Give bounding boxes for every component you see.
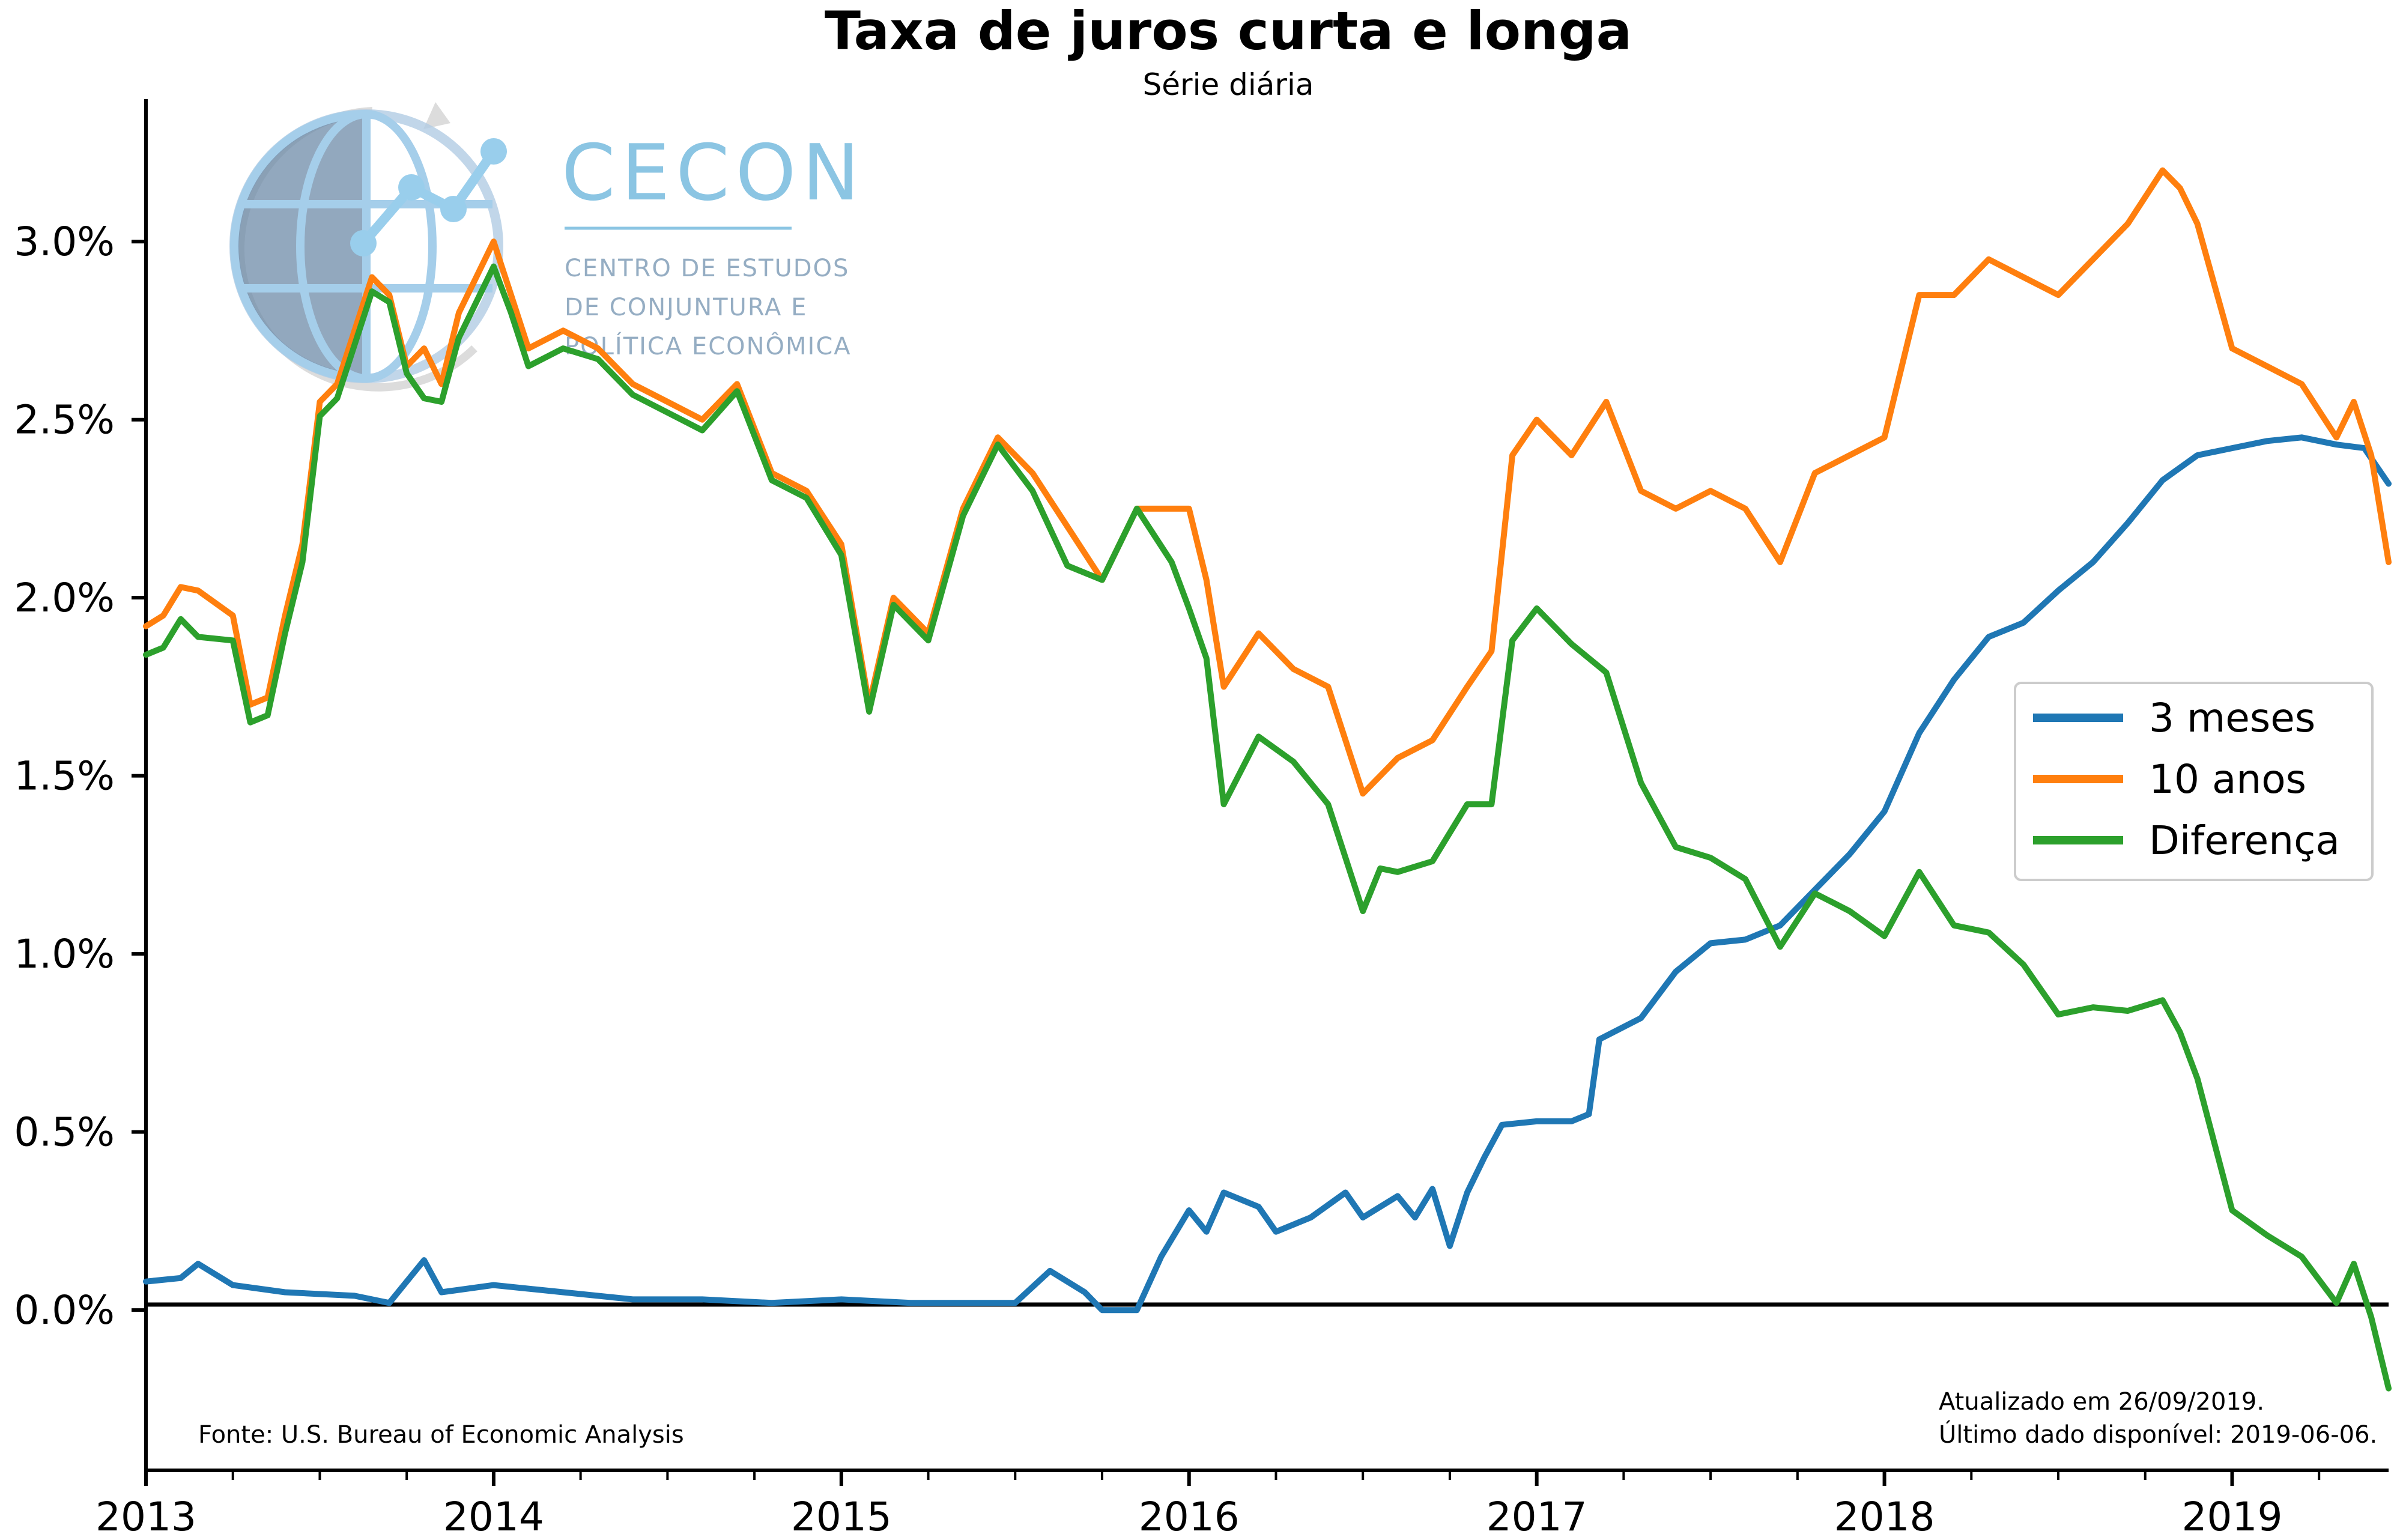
x-tick-label: 2014	[443, 1494, 544, 1540]
y-tick-label: 2.5%	[14, 397, 115, 443]
update-note-2: Último dado disponível: 2019-06-06.	[1939, 1420, 2377, 1449]
globe-icon	[229, 109, 503, 383]
cecon-logo: CECON CENTRO DE ESTUDOS DE CONJUNTURA E …	[229, 102, 865, 392]
chart-subtitle: Série diária	[1143, 67, 1314, 102]
legend: 3 meses 10 anos Diferença	[2014, 682, 2374, 881]
x-tick-label: 2017	[1486, 1494, 1587, 1540]
x-tick-label: 2018	[1834, 1494, 1935, 1540]
y-tick-label: 3.0%	[14, 219, 115, 265]
source-note: Fonte: U.S. Bureau of Economic Analysis	[198, 1421, 684, 1449]
series-line-3-meses	[143, 434, 2392, 1314]
y-tick-label: 2.0%	[14, 575, 115, 621]
y-tick-label: 1.0%	[14, 931, 115, 977]
legend-box	[2014, 682, 2374, 881]
logo-trend-icon	[350, 138, 507, 256]
chart-title: Taxa de juros curta e longa	[825, 0, 1632, 62]
y-tick-label: 0.5%	[14, 1109, 115, 1156]
legend-label-10-anos: 10 anos	[2149, 756, 2306, 802]
legend-label-diferenca: Diferença	[2149, 817, 2340, 864]
x-tick-label: 2019	[2182, 1494, 2283, 1540]
y-ticks: 0.0% 0.5% 1.0% 1.5% 2.0% 2.5% 3.0%	[14, 219, 146, 1333]
legend-label-3-meses: 3 meses	[2149, 695, 2315, 741]
x-tick-label: 2013	[95, 1494, 196, 1540]
logo-arrowhead-icon	[423, 102, 450, 129]
logo-line-2: DE CONJUNTURA E	[565, 294, 807, 321]
logo-line-1: CENTRO DE ESTUDOS	[565, 255, 849, 282]
logo-title: CECON	[562, 129, 865, 218]
x-ticks: 2013 2014 2015 2016 2017 2018 2019	[95, 1470, 2321, 1540]
series-lines	[143, 167, 2392, 1392]
update-note-1: Atualizado em 26/09/2019.	[1939, 1388, 2264, 1416]
y-tick-label: 1.5%	[14, 753, 115, 799]
y-tick-label: 0.0%	[14, 1287, 115, 1333]
series-line-diferen-a	[143, 263, 2392, 1392]
x-tick-label: 2016	[1139, 1494, 1240, 1540]
logo-line-3: POLÍTICA ECONÔMICA	[565, 332, 852, 360]
x-tick-label: 2015	[791, 1494, 892, 1540]
